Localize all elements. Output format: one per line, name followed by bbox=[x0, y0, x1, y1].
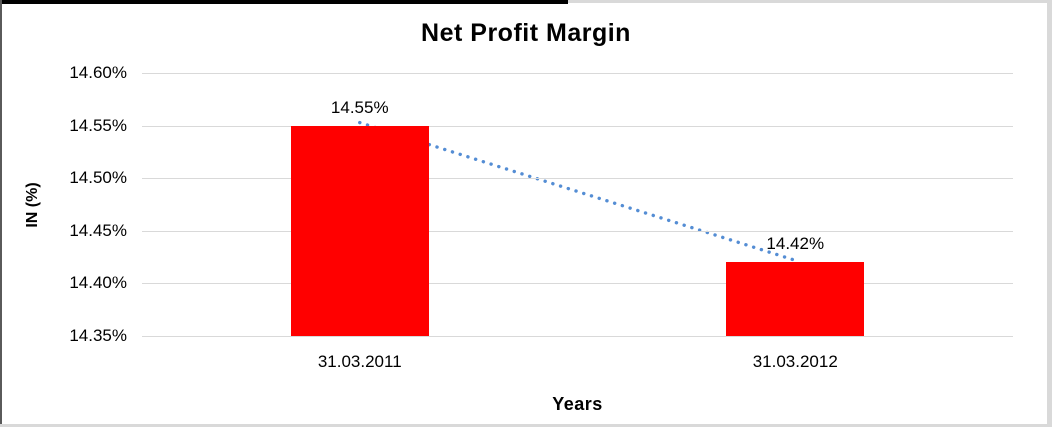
frame-edge-left bbox=[0, 0, 2, 427]
y-axis-title: IN (%) bbox=[24, 182, 41, 228]
gridline bbox=[142, 283, 1013, 285]
gridline bbox=[142, 336, 1013, 337]
y-tick-label: 14.60% bbox=[69, 63, 127, 82]
y-tick-label: 14.50% bbox=[69, 168, 127, 188]
y-tick-label: 14.35% bbox=[69, 326, 127, 345]
y-tick-label: 14.45% bbox=[69, 220, 127, 240]
y-tick-label: 14.55% bbox=[69, 115, 127, 135]
x-axis-title: Years bbox=[552, 394, 603, 414]
bar bbox=[726, 262, 865, 336]
frame-edge-bottom bbox=[0, 424, 1052, 427]
y-tick-label: 14.40% bbox=[69, 273, 127, 293]
frame-edge-top bbox=[0, 0, 568, 4]
bar-data-label: 14.42% bbox=[766, 234, 825, 254]
gridline bbox=[142, 73, 1013, 74]
gridline bbox=[142, 178, 1013, 180]
frame-edge-top-gray bbox=[568, 0, 1052, 3]
frame-edge-right bbox=[1047, 0, 1052, 427]
x-tick-label: 31.03.2011 bbox=[317, 352, 402, 371]
gridline bbox=[142, 230, 1013, 232]
bar-data-label: 14.55% bbox=[330, 97, 389, 117]
chart-title: Net Profit Margin bbox=[421, 19, 631, 47]
x-tick-label: 31.03.2012 bbox=[752, 352, 838, 371]
bar bbox=[290, 125, 429, 336]
gridline bbox=[142, 125, 1013, 127]
